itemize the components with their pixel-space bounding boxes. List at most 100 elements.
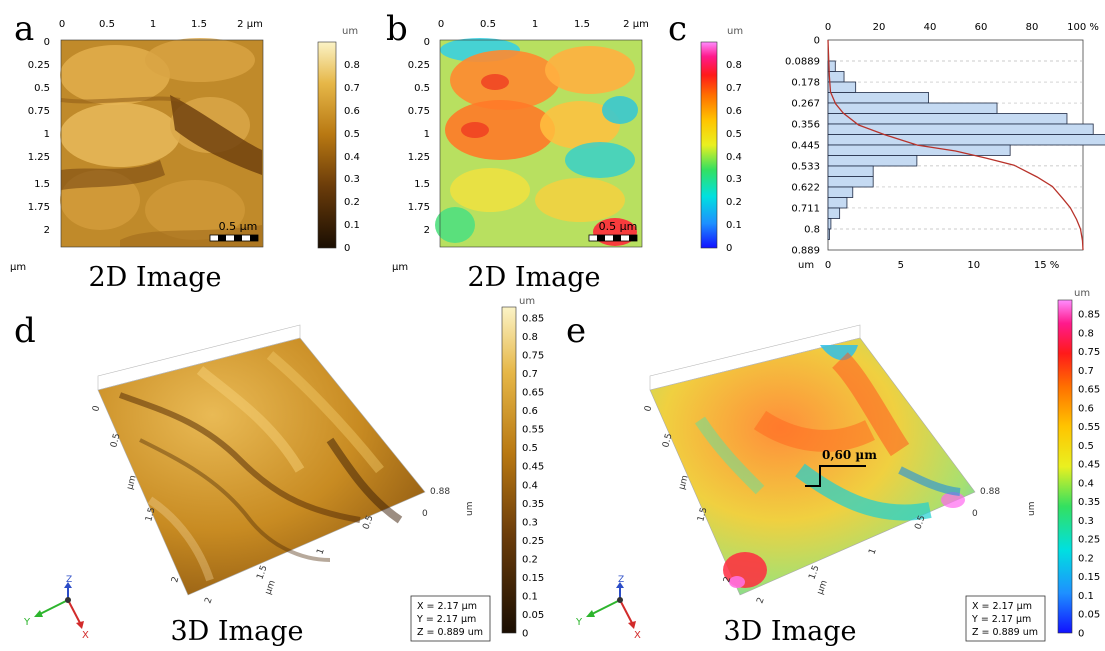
colorbar-tick: 0.45	[522, 462, 544, 473]
histogram-bar	[827, 81, 857, 93]
panel-d-3d-surface	[97, 324, 426, 596]
x-tick: 0.5	[480, 19, 496, 30]
panel-a-colorbar: um 0.8 0.7 0.6 0.5 0.4 0.3 0.2 0.1 0	[317, 26, 360, 254]
z-unit: um	[1027, 502, 1037, 516]
scalebar-label: 0.5 µm	[219, 220, 258, 233]
readout-x: X = 2.17 µm	[417, 601, 477, 612]
readout-z: Z = 0.889 um	[417, 627, 483, 638]
panel-b-afm-image	[435, 38, 643, 248]
histogram-top-ticks: 0 20 40 60 80 100 %	[825, 22, 1099, 33]
bottom-tick: 5	[898, 260, 904, 271]
colorbar-tick: 0.8	[522, 332, 538, 343]
colorbar-tick: 0.7	[1078, 366, 1094, 377]
panel-d-readout: X = 2.17 µm Y = 2.17 µm Z = 0.889 um	[410, 595, 491, 642]
panel-d-colorbar: um 0.85 0.8 0.75 0.7 0.65 0.6 0.55 0.5 0…	[501, 296, 544, 640]
colorbar-unit: um	[342, 26, 358, 37]
y-axis-tick: 0.5	[661, 432, 674, 448]
x-axis-tick: 1.5	[807, 564, 821, 581]
colorbar-tick: 0.2	[522, 554, 538, 565]
colorbar-tick: 0.75	[1078, 347, 1100, 358]
panel-c-colorbar: um 0.8 0.7 0.6 0.5 0.4 0.3 0.2 0.1 0	[700, 26, 743, 254]
y-axis-tick: µm	[125, 474, 138, 491]
y-axis-tick: 0	[643, 404, 654, 412]
colorbar-tick: 0.55	[1078, 422, 1100, 433]
histogram-bar	[827, 176, 874, 188]
triad-z-label: Z	[66, 575, 72, 585]
x-axis-tick: 1	[867, 547, 878, 556]
y-axis-tick: 1.5	[696, 506, 709, 522]
panel-e: e 0,60 µm 0.88 0 um 0 0.5 µm 1.5 2	[566, 288, 1100, 647]
y-tick: 1.75	[28, 202, 50, 213]
z-top-value: 0.88	[430, 487, 450, 497]
colorbar-tick: 0.5	[344, 129, 360, 140]
histogram-bar	[827, 207, 841, 219]
panel-e-axis-triad: X Y Z	[575, 575, 641, 641]
x-tick: 2 µm	[237, 19, 263, 30]
y-tick: 0.75	[408, 106, 430, 117]
panel-d-caption: 3D Image	[170, 616, 303, 647]
panel-e-colorbar: um 0.85 0.8 0.75 0.7 0.65 0.6 0.55 0.5 0…	[1057, 288, 1100, 640]
panel-d-letter: d	[14, 311, 36, 351]
colorbar-tick: 0	[522, 629, 528, 640]
panel-e-letter: e	[566, 311, 586, 351]
colorbar-tick: 0.3	[1078, 516, 1094, 527]
colorbar-tick: 0.25	[1078, 535, 1100, 546]
panel-a-corner-unit: µm	[10, 262, 26, 273]
scalebar-label: 0.5 µm	[599, 220, 638, 233]
colorbar-tick: 0.15	[1078, 572, 1100, 583]
x-axis-tick: µm	[263, 579, 277, 596]
histogram-bar	[827, 218, 832, 230]
histogram-bars	[827, 60, 1105, 240]
histogram-bar	[827, 165, 874, 177]
colorbar-tick: 0.15	[522, 573, 544, 584]
histogram-bar	[827, 186, 854, 198]
panel-a-caption: 2D Image	[88, 262, 221, 293]
x-axis-tick: 0.5	[361, 514, 375, 531]
x-axis-tick: 1.5	[255, 564, 269, 581]
colorbar-tick: 0	[726, 243, 732, 254]
y-tick: 0	[44, 37, 50, 48]
colorbar-tick: 0.85	[522, 314, 544, 325]
histogram-bar	[827, 144, 1011, 156]
panel-e-measurement-annotation: 0,60 µm	[805, 448, 877, 487]
panel-b-x-ticks: 0 0.5 1 1.5 2 µm	[438, 19, 649, 30]
y-tick: 0.533	[791, 161, 820, 172]
y-tick: 1	[44, 129, 50, 140]
panel-b-corner-unit: µm	[392, 262, 408, 273]
panel-a-y-ticks: 0 0.25 0.5 0.75 1 1.25 1.5 1.75 2	[28, 37, 50, 236]
z-zero: 0	[972, 509, 978, 519]
panel-a-afm-image	[60, 38, 264, 248]
colorbar-tick: 0.8	[1078, 328, 1094, 339]
y-axis-tick: 0	[91, 404, 102, 412]
y-tick: 0.0889	[785, 57, 820, 68]
y-tick: 1	[424, 129, 430, 140]
colorbar-tick: 0.1	[726, 220, 742, 231]
triad-y-label: Y	[575, 617, 583, 628]
colorbar-tick: 0	[344, 243, 350, 254]
readout-y: Y = 2.17 µm	[971, 614, 1031, 625]
histogram-bar	[827, 113, 1068, 125]
x-axis-tick: µm	[815, 579, 829, 596]
y-tick: 0.5	[34, 83, 50, 94]
histogram-bar	[827, 197, 848, 209]
z-unit: um	[465, 502, 475, 516]
panel-e-caption: 3D Image	[723, 616, 856, 647]
panel-a: a 0 0.5 1 1.5 2 µm 0 0.25 0.5 0.75 1 1.2…	[10, 9, 360, 293]
colorbar-tick: 0.1	[522, 591, 538, 602]
x-axis-tick: 0.5	[913, 514, 927, 531]
colorbar-tick: 0.6	[344, 106, 360, 117]
triad-x-label: X	[634, 630, 641, 641]
x-tick: 1.5	[191, 19, 207, 30]
y-tick: 1.25	[28, 152, 50, 163]
y-axis-tick: 2	[170, 576, 181, 584]
colorbar-tick: 0.35	[522, 499, 544, 510]
colorbar-tick: 0.4	[344, 152, 360, 163]
y-tick: 2	[44, 225, 50, 236]
colorbar-tick: 0.85	[1078, 310, 1100, 321]
y-axis-tick: 0.5	[109, 432, 122, 448]
colorbar-tick: 0.4	[1078, 478, 1094, 489]
colorbar-tick: 0.8	[726, 60, 742, 71]
histogram-bar	[827, 92, 929, 104]
histogram-bottom-ticks: 0 5 10 15 %	[825, 260, 1059, 271]
